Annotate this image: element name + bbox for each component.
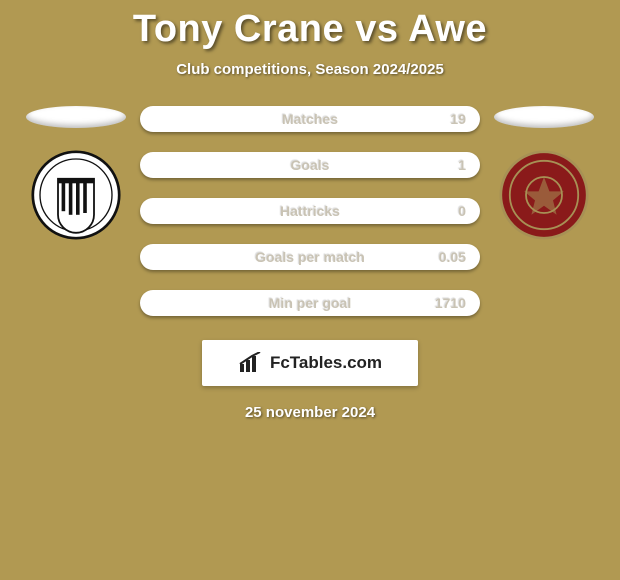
- stats-bars: Matches 19 Goals 1 Hattricks 0 Goals per…: [140, 106, 480, 316]
- stat-label: Matches: [282, 111, 338, 127]
- stat-row-gpm: Goals per match 0.05: [140, 244, 480, 270]
- subtitle: Club competitions, Season 2024/2025: [0, 61, 620, 78]
- stat-row-matches: Matches 19: [140, 106, 480, 132]
- fctables-text: FcTables.com: [270, 353, 382, 373]
- stat-row-mpg: Min per goal 1710: [140, 290, 480, 316]
- stat-label: Min per goal: [269, 295, 351, 311]
- stat-row-goals: Goals 1: [140, 152, 480, 178]
- date-text: 25 november 2024: [0, 404, 620, 421]
- chart-icon: [238, 352, 264, 374]
- stat-label: Hattricks: [280, 203, 340, 219]
- stat-value: 1710: [435, 295, 466, 311]
- crest-accrington-icon: [499, 150, 589, 240]
- crest-grimsby-icon: [31, 150, 121, 240]
- stat-label: Goals per match: [255, 249, 365, 265]
- left-team-column: [26, 106, 126, 240]
- right-team-column: [494, 106, 594, 240]
- stat-value: 19: [450, 111, 466, 127]
- stat-label: Goals: [291, 157, 330, 173]
- stat-row-hattricks: Hattricks 0: [140, 198, 480, 224]
- page-title: Tony Crane vs Awe: [0, 0, 620, 51]
- left-team-crest: [31, 150, 121, 240]
- right-team-crest: [499, 150, 589, 240]
- stat-value: 0.05: [439, 249, 466, 265]
- comparison-panel: Matches 19 Goals 1 Hattricks 0 Goals per…: [0, 106, 620, 316]
- stat-value: 1: [458, 157, 466, 173]
- stat-value: 0: [458, 203, 466, 219]
- right-ellipse: [494, 106, 594, 128]
- left-ellipse: [26, 106, 126, 128]
- fctables-logo: FcTables.com: [202, 340, 418, 386]
